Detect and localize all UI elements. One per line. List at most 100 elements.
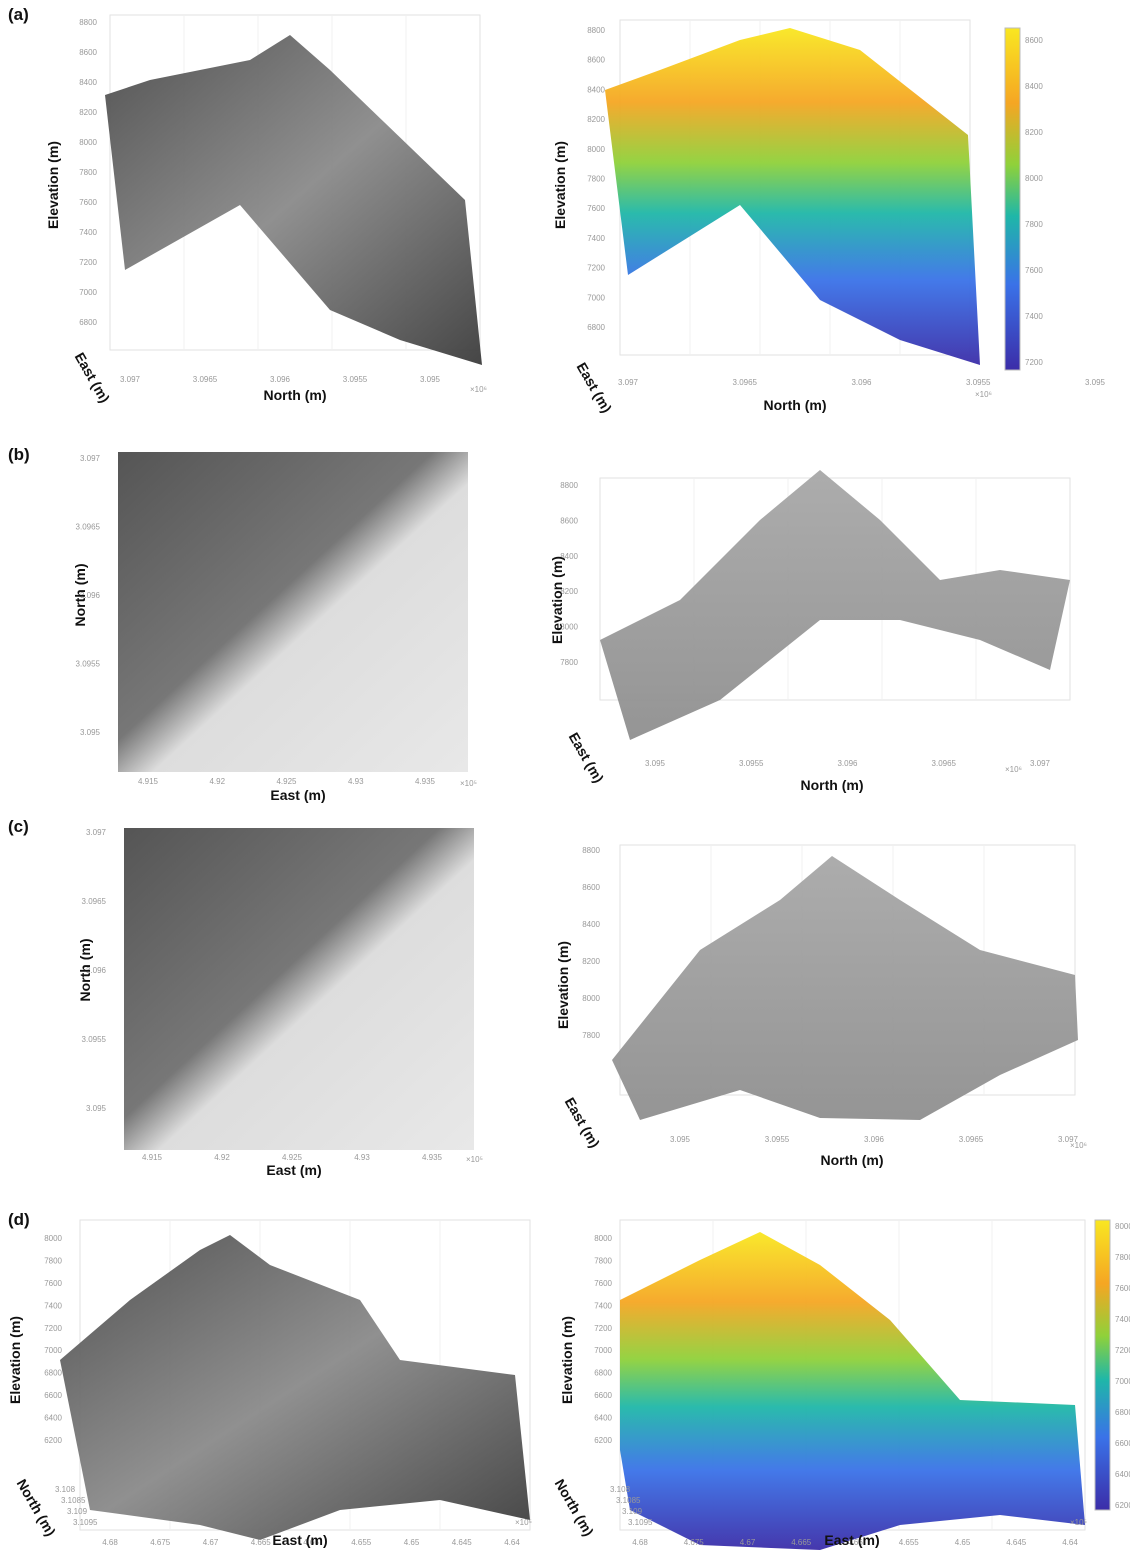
x-tick-label: 4.65	[955, 1538, 971, 1547]
x-axis-label: East (m)	[272, 1532, 327, 1548]
colorbar-tick-label: 7400	[1025, 312, 1043, 321]
x-tick-label: 4.665	[791, 1538, 812, 1547]
y-tick-label: 8200	[587, 115, 605, 124]
colorbar-tick-label: 6800	[1115, 1408, 1130, 1417]
colorbar-tick-label: 8600	[1025, 36, 1043, 45]
terrain-surface	[620, 1232, 1085, 1550]
y-tick-label: 8000	[587, 145, 605, 154]
y-tick-label: 6800	[44, 1369, 62, 1378]
x-tick-label: 4.915	[138, 777, 159, 786]
y-tick-label: 8200	[582, 957, 600, 966]
x-tick-label: 3.096	[851, 378, 872, 387]
y-tick-label: 6600	[44, 1391, 62, 1400]
y-axis-label: Elevation (m)	[552, 141, 568, 229]
z-tick-label: 3.1095	[628, 1518, 653, 1527]
y-tick-label: 8000	[79, 138, 97, 147]
panel-label: (a)	[8, 5, 29, 24]
y-axis-label: North (m)	[72, 564, 88, 627]
y-axis-label: Elevation (m)	[45, 141, 61, 229]
x-tick-label: 4.675	[684, 1538, 705, 1547]
colorbar-tick-label: 8000	[1025, 174, 1043, 183]
y-tick-label: 7600	[79, 198, 97, 207]
y-tick-label: 8000	[44, 1234, 62, 1243]
z-tick-label: 3.109	[67, 1507, 88, 1516]
z-axis-label: East (m)	[574, 360, 615, 416]
y-tick-label: 7800	[79, 168, 97, 177]
x-tick-label: 3.0955	[739, 759, 764, 768]
z-tick-label: 3.108	[55, 1485, 76, 1494]
y-tick-label: 8400	[587, 85, 605, 94]
y-tick-label: 8400	[582, 920, 600, 929]
y-tick-label: 3.095	[86, 1104, 107, 1113]
x-tick-label: 4.93	[348, 777, 364, 786]
x-tick-label: 4.935	[415, 777, 436, 786]
y-tick-label: 8600	[79, 48, 97, 57]
y-tick-label: 3.095	[80, 728, 101, 737]
x-tick-label: 4.915	[142, 1153, 163, 1162]
x-tick-label: 3.097	[120, 375, 141, 384]
x-tick-label: 4.93	[354, 1153, 370, 1162]
x-tick-label: 4.64	[504, 1538, 520, 1547]
colorbar-tick-label: 6200	[1115, 1501, 1130, 1510]
x-exponent: ×10⁵	[460, 779, 477, 788]
y-tick-label: 8600	[587, 56, 605, 65]
x-tick-label: 4.655	[351, 1538, 372, 1547]
y-axis-label: Elevation (m)	[559, 1316, 575, 1404]
y-tick-label: 7600	[44, 1279, 62, 1288]
x-axis-label: East (m)	[266, 1162, 321, 1178]
terrain-surface	[105, 35, 482, 365]
terrain-surface	[612, 856, 1078, 1120]
x-tick-label: 3.0965	[193, 375, 218, 384]
y-tick-label: 7000	[587, 293, 605, 302]
y-tick-label: 8600	[582, 883, 600, 892]
x-tick-label: 3.096	[864, 1135, 885, 1144]
x-tick-label: 3.0965	[733, 378, 758, 387]
y-tick-label: 7800	[594, 1256, 612, 1265]
colorbar-tick-label: 7800	[1025, 220, 1043, 229]
y-axis-label: Elevation (m)	[555, 941, 571, 1029]
panel-label: (d)	[8, 1210, 30, 1229]
x-tick-label: 4.935	[422, 1153, 443, 1162]
y-tick-label: 6200	[594, 1436, 612, 1445]
x-exponent: ×10⁵	[1070, 1518, 1087, 1527]
y-axis-label: Elevation (m)	[7, 1316, 23, 1404]
x-axis-label: North (m)	[801, 777, 864, 793]
x-tick-label: 4.64	[1062, 1538, 1078, 1547]
colorbar-tick-label: 7200	[1025, 358, 1043, 367]
colorbar-tick-label: 7400	[1115, 1315, 1130, 1324]
x-tick-label: 4.67	[203, 1538, 219, 1547]
terrain-surface	[60, 1235, 530, 1540]
z-tick-label: 3.1085	[61, 1496, 86, 1505]
x-tick-label: 4.92	[209, 777, 225, 786]
x-tick-label: 4.68	[632, 1538, 648, 1547]
y-tick-label: 7600	[587, 204, 605, 213]
x-exponent: ×10⁶	[975, 390, 992, 399]
y-tick-label: 6400	[44, 1414, 62, 1423]
x-tick-label: 3.0965	[959, 1135, 984, 1144]
y-axis-label: Elevation (m)	[549, 556, 565, 644]
colorbar-tick-label: 7000	[1115, 1377, 1130, 1386]
y-tick-label: 8200	[79, 108, 97, 117]
colorbar-tick-label: 8000	[1115, 1222, 1130, 1231]
z-axis-label: East (m)	[566, 730, 607, 786]
y-tick-label: 8800	[560, 481, 578, 490]
y-tick-label: 7000	[44, 1346, 62, 1355]
z-tick-label: 3.1085	[616, 1496, 641, 1505]
x-axis-label: East (m)	[824, 1532, 879, 1548]
x-axis-label: North (m)	[764, 397, 827, 413]
y-tick-label: 7800	[44, 1256, 62, 1265]
y-tick-label: 3.0955	[76, 660, 101, 669]
z-axis-label: East (m)	[562, 1095, 603, 1151]
y-axis-label: North (m)	[77, 939, 93, 1002]
colorbar-tick-label: 8400	[1025, 82, 1043, 91]
y-tick-label: 3.0965	[82, 897, 107, 906]
colorbar-tick-label: 7600	[1115, 1284, 1130, 1293]
z-axis-label: North (m)	[552, 1476, 597, 1539]
x-tick-label: 4.65	[404, 1538, 420, 1547]
y-tick-label: 3.0955	[82, 1035, 107, 1044]
x-tick-label: 4.925	[282, 1153, 303, 1162]
y-tick-label: 6600	[594, 1391, 612, 1400]
y-tick-label: 7200	[594, 1324, 612, 1333]
x-axis-label: North (m)	[264, 387, 327, 403]
y-tick-label: 7400	[587, 234, 605, 243]
